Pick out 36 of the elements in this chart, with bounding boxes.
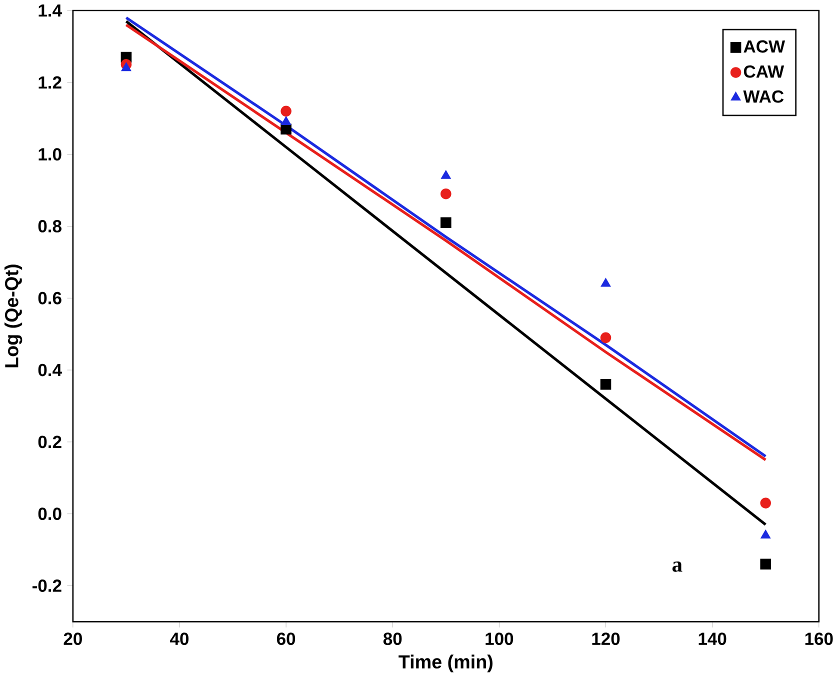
x-tick-label: 160 — [805, 632, 833, 646]
x-tick-label: 120 — [592, 632, 620, 646]
x-tick-label: 80 — [383, 632, 402, 646]
point — [440, 188, 452, 200]
point — [280, 124, 292, 135]
point — [440, 217, 452, 228]
point — [600, 379, 612, 390]
point — [600, 278, 611, 287]
y-tick-label: 1.4 — [38, 4, 62, 17]
legend-label: WAC — [743, 90, 784, 103]
legend-label: ACW — [744, 40, 786, 53]
point — [280, 106, 292, 117]
x-tick-label: 100 — [486, 632, 514, 646]
annotation: a — [672, 562, 682, 572]
x-tick-label: 140 — [698, 632, 726, 646]
x-tick-label: 40 — [170, 632, 189, 646]
x-axis-title: Time (min) — [398, 654, 492, 672]
y-tick-label: 0.6 — [38, 292, 62, 304]
legend-label: CAW — [744, 65, 784, 78]
point — [281, 116, 291, 126]
point — [441, 170, 451, 180]
x-tick-label: 60 — [276, 632, 296, 646]
point — [600, 332, 612, 344]
y-tick-label: 1.0 — [38, 148, 62, 161]
point — [121, 62, 131, 72]
point — [760, 498, 771, 509]
point — [760, 558, 771, 570]
point — [760, 530, 770, 539]
y-tick-label: 0.8 — [38, 220, 62, 233]
y-tick-label: -0.2 — [32, 580, 62, 592]
y-tick-label: 0.0 — [38, 508, 62, 520]
y-axis-title: Log (Qe-Qt) — [4, 264, 22, 368]
y-tick-label: 0.2 — [38, 436, 62, 448]
y-tick-label: 0.4 — [38, 364, 62, 376]
y-tick-label: 1.2 — [38, 76, 62, 89]
x-tick-label: 20 — [64, 632, 82, 646]
